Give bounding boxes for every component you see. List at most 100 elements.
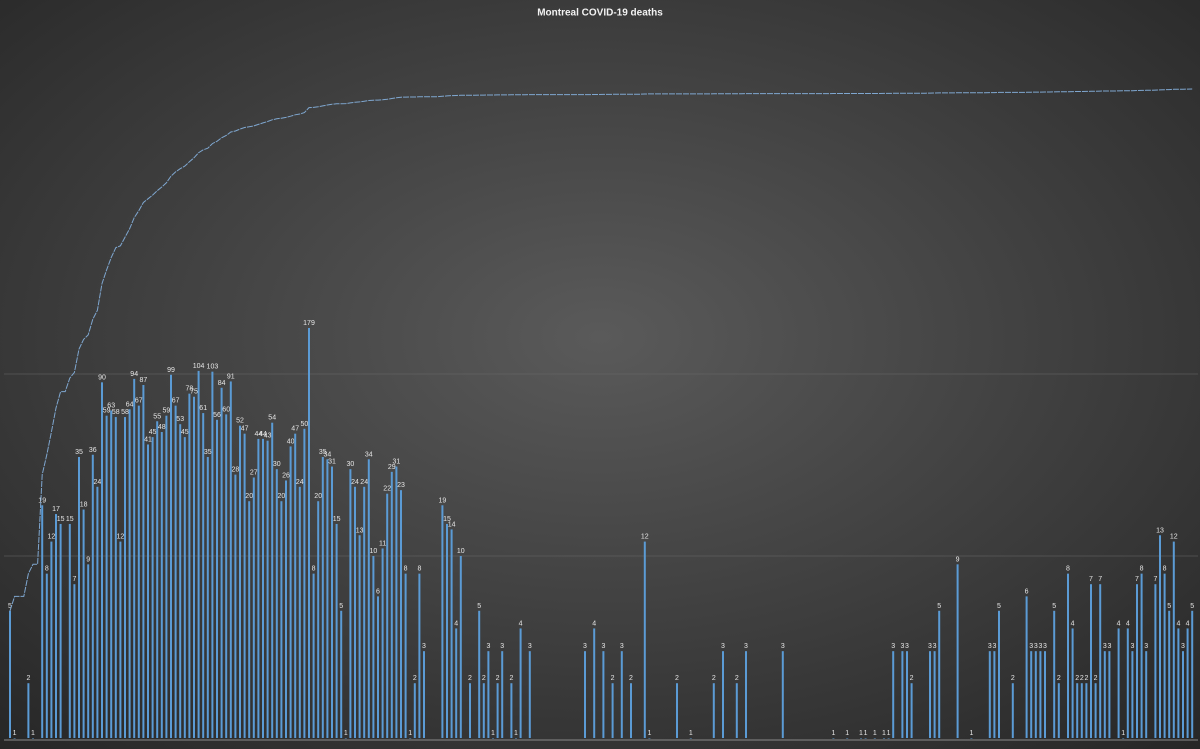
value-label: 1 — [689, 730, 693, 737]
bar — [528, 651, 531, 738]
bar — [1053, 610, 1056, 738]
value-label: 8 — [1066, 566, 1070, 573]
bar — [492, 738, 494, 739]
value-label: 3 — [620, 643, 624, 650]
value-label: 3 — [900, 643, 904, 650]
bar — [735, 683, 738, 738]
value-label: 4 — [519, 620, 523, 627]
value-label: 2 — [1011, 675, 1015, 682]
value-label: 3 — [1130, 643, 1134, 650]
value-label: 63 — [107, 403, 115, 410]
bar — [225, 414, 228, 738]
value-label: 3 — [1043, 643, 1047, 650]
value-label: 1 — [864, 730, 868, 737]
bar — [620, 651, 623, 738]
value-label: 3 — [905, 643, 909, 650]
value-label: 8 — [45, 566, 49, 573]
bar — [252, 477, 255, 738]
bar — [13, 738, 16, 739]
bar — [55, 514, 57, 738]
bar — [515, 738, 517, 739]
value-label: 4 — [1071, 620, 1075, 627]
bar — [137, 405, 140, 738]
bar — [1030, 651, 1033, 738]
value-label: 24 — [94, 479, 102, 486]
bar — [1136, 584, 1138, 738]
bar — [892, 651, 895, 738]
bar — [1172, 541, 1175, 738]
value-label: 2 — [509, 675, 513, 682]
value-label: 44 — [259, 431, 267, 438]
value-label: 1 — [887, 730, 891, 737]
bar — [510, 683, 513, 738]
bar — [174, 405, 177, 738]
bar — [303, 428, 306, 738]
bar — [1140, 573, 1143, 738]
value-label: 3 — [422, 643, 426, 650]
value-label: 2 — [735, 675, 739, 682]
value-label: 4 — [1186, 620, 1190, 627]
value-label: 103 — [207, 364, 219, 371]
value-label: 27 — [250, 469, 258, 476]
bar — [151, 437, 154, 738]
bar — [478, 610, 481, 738]
value-label: 67 — [172, 398, 180, 405]
bar — [611, 683, 614, 738]
bar — [901, 651, 904, 738]
bar — [1067, 573, 1069, 738]
value-label: 67 — [135, 398, 143, 405]
bar — [211, 371, 214, 738]
bar — [1034, 651, 1037, 738]
bar — [335, 523, 338, 738]
value-label: 2 — [611, 675, 615, 682]
bar — [220, 387, 223, 738]
bar — [1071, 628, 1074, 738]
value-label: 2 — [1080, 675, 1084, 682]
value-label: 75 — [190, 389, 198, 396]
bar — [501, 651, 504, 738]
bar — [1126, 628, 1129, 738]
value-label: 8 — [1140, 566, 1144, 573]
value-label: 19 — [439, 497, 447, 504]
value-label: 9 — [956, 556, 960, 563]
value-label: 91 — [227, 373, 235, 380]
value-label: 12 — [48, 534, 56, 541]
value-label: 3 — [1107, 643, 1111, 650]
value-label: 5 — [937, 603, 941, 610]
value-label: 9 — [86, 556, 90, 563]
value-label: 78 — [186, 386, 194, 393]
bar — [280, 501, 283, 738]
bar — [712, 683, 715, 738]
value-label: 3 — [721, 643, 725, 650]
bar — [27, 683, 30, 738]
value-label: 2 — [496, 675, 500, 682]
value-label: 3 — [1038, 643, 1042, 650]
bar — [1163, 573, 1166, 738]
value-label: 28 — [232, 467, 240, 474]
bar — [105, 415, 108, 738]
bar — [910, 683, 913, 738]
value-label: 61 — [199, 405, 207, 412]
bar — [1039, 651, 1042, 738]
bar — [133, 378, 136, 738]
bar — [317, 501, 320, 738]
value-label: 1 — [845, 730, 849, 737]
value-label: 47 — [291, 426, 299, 433]
value-label: 1 — [344, 730, 348, 737]
bar — [864, 738, 867, 739]
value-label: 13 — [356, 527, 364, 534]
bar — [1191, 610, 1194, 738]
value-label: 4 — [1126, 620, 1130, 627]
value-label: 31 — [393, 459, 401, 466]
bar — [1177, 628, 1180, 738]
bar — [423, 651, 425, 738]
bar — [262, 438, 264, 738]
value-label: 35 — [319, 449, 327, 456]
bar — [271, 422, 274, 738]
value-label: 3 — [486, 643, 490, 650]
value-label: 19 — [38, 497, 46, 504]
value-label: 2 — [413, 675, 417, 682]
value-label: 5 — [477, 603, 481, 610]
bar — [354, 486, 356, 738]
